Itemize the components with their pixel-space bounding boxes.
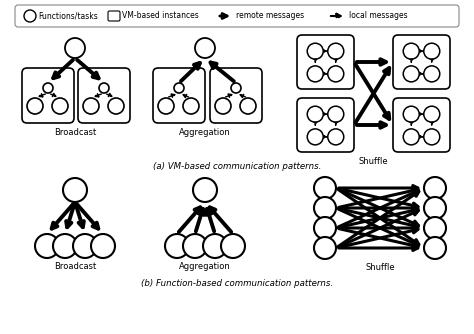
Circle shape [193,178,217,202]
Circle shape [53,234,77,258]
Circle shape [403,43,419,59]
Circle shape [307,129,323,145]
Circle shape [221,234,245,258]
Circle shape [314,177,336,199]
Circle shape [307,66,323,82]
Circle shape [63,178,87,202]
Circle shape [328,66,344,82]
Circle shape [307,43,323,59]
FancyBboxPatch shape [108,11,120,21]
Circle shape [328,129,344,145]
Circle shape [99,83,109,93]
Circle shape [65,38,85,58]
Text: local messages: local messages [349,11,408,20]
Circle shape [91,234,115,258]
Circle shape [314,197,336,219]
Text: Functions/tasks: Functions/tasks [38,11,98,20]
Text: Aggregation: Aggregation [179,128,231,137]
Circle shape [403,129,419,145]
FancyBboxPatch shape [22,68,74,123]
Circle shape [424,106,440,122]
Text: Broadcast: Broadcast [54,262,96,271]
Circle shape [215,98,231,114]
Circle shape [165,234,189,258]
Text: VM-based instances: VM-based instances [122,11,199,20]
FancyBboxPatch shape [210,68,262,123]
Circle shape [231,83,241,93]
Circle shape [43,83,53,93]
Circle shape [424,177,446,199]
Text: Shuffle: Shuffle [365,263,395,272]
Circle shape [24,10,36,22]
Circle shape [108,98,124,114]
FancyBboxPatch shape [393,98,450,152]
FancyBboxPatch shape [393,35,450,89]
FancyBboxPatch shape [153,68,205,123]
Text: remote messages: remote messages [236,11,304,20]
Text: (b) Function-based communication patterns.: (b) Function-based communication pattern… [141,279,333,288]
Circle shape [240,98,256,114]
Circle shape [35,234,59,258]
Circle shape [424,197,446,219]
Circle shape [403,66,419,82]
Circle shape [203,234,227,258]
Circle shape [424,43,440,59]
Text: Aggregation: Aggregation [179,262,231,271]
Circle shape [27,98,43,114]
Text: (a) VM-based communication patterns.: (a) VM-based communication patterns. [153,162,321,171]
Circle shape [183,234,207,258]
Circle shape [314,217,336,239]
Circle shape [307,106,323,122]
Text: Broadcast: Broadcast [54,128,96,137]
Circle shape [424,237,446,259]
Circle shape [183,98,199,114]
FancyBboxPatch shape [297,35,354,89]
Circle shape [195,38,215,58]
Circle shape [424,129,440,145]
Circle shape [403,106,419,122]
Circle shape [158,98,174,114]
Circle shape [328,106,344,122]
FancyBboxPatch shape [15,5,459,27]
FancyBboxPatch shape [297,98,354,152]
Circle shape [174,83,184,93]
FancyBboxPatch shape [78,68,130,123]
Text: Shuffle: Shuffle [359,157,388,166]
Circle shape [314,237,336,259]
Circle shape [73,234,97,258]
Circle shape [424,66,440,82]
Circle shape [328,43,344,59]
Circle shape [424,217,446,239]
Circle shape [83,98,99,114]
Circle shape [52,98,68,114]
